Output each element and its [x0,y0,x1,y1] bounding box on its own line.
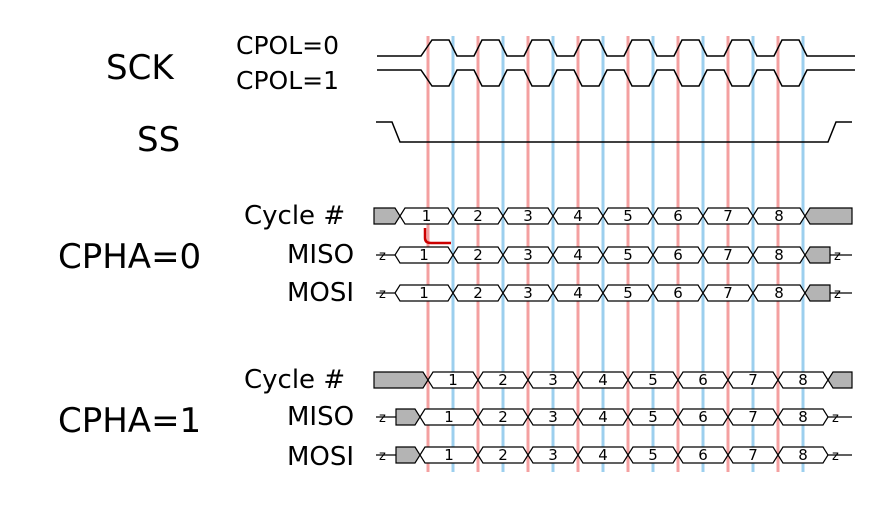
cycle-number-5: 5 [648,408,658,426]
cycle-number-1: 1 [419,246,429,264]
cycle-number-4: 4 [573,284,583,302]
timing-arrow [423,228,451,245]
cycle-number-3: 3 [548,446,558,464]
cpha0-cycle-label: Cycle # [244,201,345,231]
sck-cpol1-waveform [377,69,855,87]
cycle-number-6: 6 [673,246,683,264]
shaded-region [804,246,831,264]
shaded-region [827,371,853,389]
cpha1-cycle-label: Cycle # [244,365,345,395]
cycle-number-3: 3 [523,284,533,302]
cycle-number-5: 5 [648,371,658,389]
cpol1-label: CPOL=1 [236,66,339,95]
cycle-number-5: 5 [623,246,633,264]
cpha1-mosi-label: MOSI [287,442,354,472]
cycle-number-1: 1 [422,207,432,225]
cycle-number-7: 7 [723,246,733,264]
cpha0-mosi-label: MOSI [287,278,354,308]
cycle-number-1: 1 [448,371,458,389]
cycle-number-2: 2 [498,408,508,426]
cycle-number-7: 7 [748,371,758,389]
cpol0-label: CPOL=0 [236,31,339,60]
z-state-label: z [379,249,386,264]
cycle-number-3: 3 [523,207,533,225]
sck-cpol0-waveform [377,39,855,57]
z-state-label: z [834,287,841,302]
shaded-region [395,408,421,426]
cycle-number-8: 8 [798,446,808,464]
cpha0-miso-label: MISO [287,240,354,270]
cycle-number-5: 5 [648,446,658,464]
cycle-number-4: 4 [598,408,608,426]
cpha0-cycle-row: 1 2 3 4 5 6 7 8 [373,207,853,225]
cycle-number-8: 8 [798,371,808,389]
cycle-number-8: 8 [774,246,784,264]
cycle-number-3: 3 [548,408,558,426]
cycle-number-7: 7 [723,284,733,302]
cpha1-miso-label: MISO [287,402,354,432]
cycle-number-8: 8 [774,284,784,302]
cycle-number-7: 7 [748,446,758,464]
cycle-number-4: 4 [573,207,583,225]
z-state-label: z [834,249,841,264]
ss-label: SS [137,120,180,160]
signal-waveforms [376,39,855,143]
cycle-number-4: 4 [598,446,608,464]
shaded-region [373,371,429,389]
cycle-number-1: 1 [444,446,454,464]
cycle-number-4: 4 [598,371,608,389]
cycle-number-6: 6 [698,371,708,389]
shaded-region [804,207,853,225]
cycle-number-2: 2 [498,446,508,464]
z-state-label: z [379,287,386,302]
ss-waveform [376,121,852,143]
cycle-number-7: 7 [723,207,733,225]
cycle-number-2: 2 [473,207,483,225]
cycle-number-6: 6 [673,284,683,302]
cycle-number-6: 6 [698,446,708,464]
cpha0-mosi-row: z 1 2 3 4 5 6 7 8 z [376,284,852,302]
cycle-number-7: 7 [748,408,758,426]
z-state-label: z [379,411,386,426]
cpha1-cycle-row: 1 2 3 4 5 6 7 8 [373,371,853,389]
cycle-number-3: 3 [523,246,533,264]
shaded-region [804,284,831,302]
cycle-number-6: 6 [673,207,683,225]
z-state-label: z [832,411,839,426]
cycle-number-8: 8 [774,207,784,225]
data-rows: 1 2 3 4 5 6 7 8 z 1 2 3 4 5 6 7 8 z z 1 2 3 4 5 6 7 8 z 1 2 3 4 5 6 7 8 z 1 2 3… [373,207,853,464]
cycle-number-1: 1 [444,408,454,426]
shaded-region [395,446,421,464]
shaded-region [373,207,401,225]
cycle-number-2: 2 [498,371,508,389]
cpha0-label: CPHA=0 [58,237,201,277]
cycle-number-5: 5 [623,284,633,302]
sck-label: SCK [106,48,175,88]
cpha1-mosi-row: z 1 2 3 4 5 6 7 8 z [376,446,852,464]
z-state-label: z [379,449,386,464]
cpha1-miso-row: z 1 2 3 4 5 6 7 8 z [376,408,852,426]
cycle-number-6: 6 [698,408,708,426]
cpha1-label: CPHA=1 [58,401,201,441]
cycle-number-2: 2 [473,284,483,302]
z-state-label: z [832,449,839,464]
cycle-number-8: 8 [798,408,808,426]
cycle-number-4: 4 [573,246,583,264]
cycle-number-1: 1 [419,284,429,302]
cycle-number-5: 5 [623,207,633,225]
cycle-number-2: 2 [473,246,483,264]
cpha0-miso-row: z 1 2 3 4 5 6 7 8 z [376,246,852,264]
cycle-number-3: 3 [548,371,558,389]
